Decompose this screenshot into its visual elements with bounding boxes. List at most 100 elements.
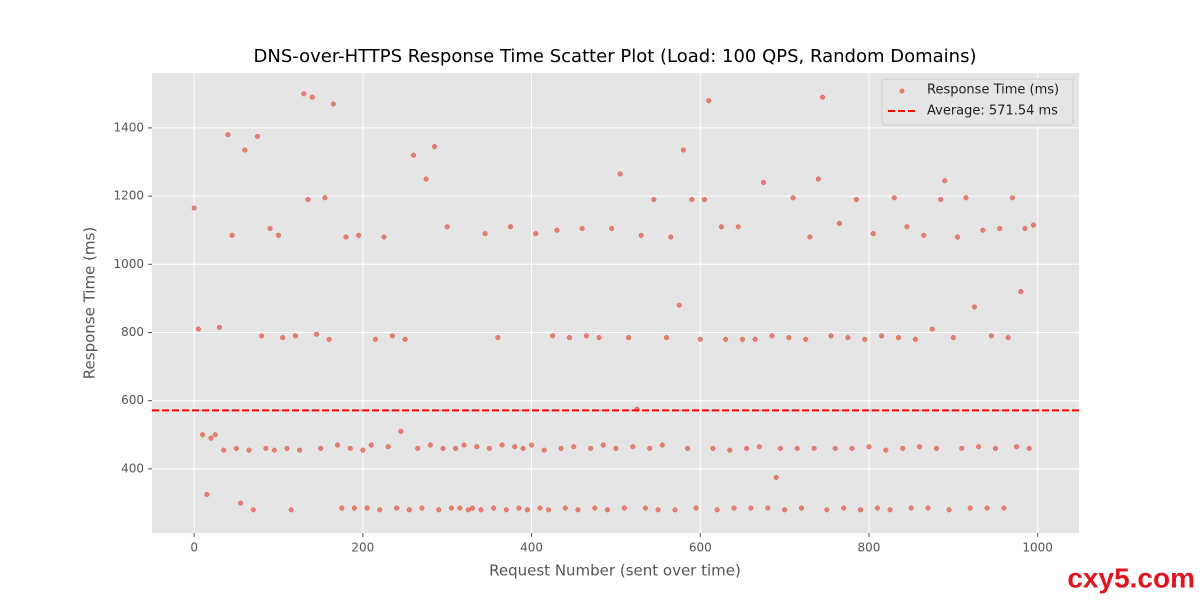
point	[469, 505, 476, 511]
point	[921, 232, 927, 238]
point	[866, 444, 872, 450]
point	[238, 500, 244, 506]
point	[537, 505, 543, 511]
point	[739, 336, 745, 342]
point	[744, 445, 750, 451]
point	[659, 442, 665, 448]
point	[588, 445, 594, 451]
x-tick-label: 0	[190, 541, 198, 555]
point	[908, 505, 914, 511]
point	[642, 505, 648, 511]
x-axis-label: Request Number (sent over time)	[489, 562, 741, 580]
y-tick-label: 1400	[113, 120, 144, 134]
point	[895, 335, 902, 341]
watermark: cxy5.com	[1067, 562, 1195, 593]
point	[444, 224, 450, 230]
point	[474, 444, 480, 450]
point	[372, 336, 379, 342]
point	[423, 176, 429, 182]
point	[853, 196, 859, 203]
point	[685, 445, 691, 451]
y-tick-label: 800	[121, 325, 144, 339]
legend-marker	[899, 88, 905, 94]
point	[491, 505, 497, 511]
legend-label: Average: 571.54 ms	[927, 104, 1058, 119]
point	[267, 225, 273, 232]
point	[583, 333, 589, 339]
point	[904, 224, 910, 230]
point	[550, 333, 556, 339]
point	[415, 445, 421, 451]
point	[309, 94, 315, 100]
point	[596, 335, 602, 341]
legend-label: Response Time (ms)	[927, 83, 1059, 98]
y-tick-label: 1200	[113, 189, 144, 203]
point	[980, 227, 986, 233]
point	[849, 445, 855, 451]
point	[929, 326, 935, 332]
point	[1001, 505, 1007, 511]
point	[680, 147, 686, 153]
point	[1018, 289, 1024, 295]
point	[246, 447, 252, 453]
point	[630, 444, 636, 450]
point	[917, 444, 923, 450]
point	[377, 507, 383, 513]
chart-title: DNS-over-HTTPS Response Time Scatter Plo…	[254, 46, 977, 67]
point	[280, 335, 286, 341]
point	[305, 196, 311, 203]
point	[191, 205, 197, 211]
point	[495, 335, 501, 341]
point	[503, 507, 509, 513]
point	[1009, 195, 1015, 201]
point	[718, 224, 724, 230]
point	[786, 335, 792, 341]
point	[347, 445, 353, 451]
point	[782, 507, 788, 513]
point	[752, 336, 758, 342]
point	[368, 442, 374, 448]
point	[284, 445, 290, 451]
point	[545, 507, 551, 513]
point	[271, 447, 277, 453]
point	[912, 336, 918, 342]
point	[360, 447, 366, 453]
point	[541, 447, 547, 453]
point	[520, 445, 526, 451]
point	[297, 447, 303, 453]
point	[212, 432, 218, 438]
point	[879, 333, 885, 339]
point	[735, 224, 741, 230]
point	[815, 176, 821, 182]
point	[571, 444, 577, 450]
point	[760, 179, 767, 186]
point	[419, 505, 425, 511]
point	[697, 336, 703, 342]
point	[566, 335, 573, 341]
point	[963, 195, 969, 201]
point	[233, 445, 239, 451]
point	[356, 232, 362, 238]
point	[997, 225, 1003, 232]
point	[330, 101, 336, 107]
point	[427, 442, 433, 448]
point	[482, 231, 488, 237]
point	[626, 335, 632, 341]
point	[533, 231, 539, 237]
point	[647, 445, 653, 451]
point	[756, 444, 762, 450]
point	[604, 507, 611, 513]
point	[946, 507, 952, 513]
point	[942, 178, 948, 184]
point	[339, 505, 345, 511]
point	[773, 474, 779, 480]
point	[794, 445, 800, 451]
point	[769, 333, 775, 339]
point	[229, 232, 235, 238]
point	[984, 505, 990, 511]
point	[204, 491, 210, 498]
point	[857, 507, 864, 513]
point	[820, 94, 826, 100]
point	[748, 505, 754, 511]
point	[621, 505, 627, 511]
